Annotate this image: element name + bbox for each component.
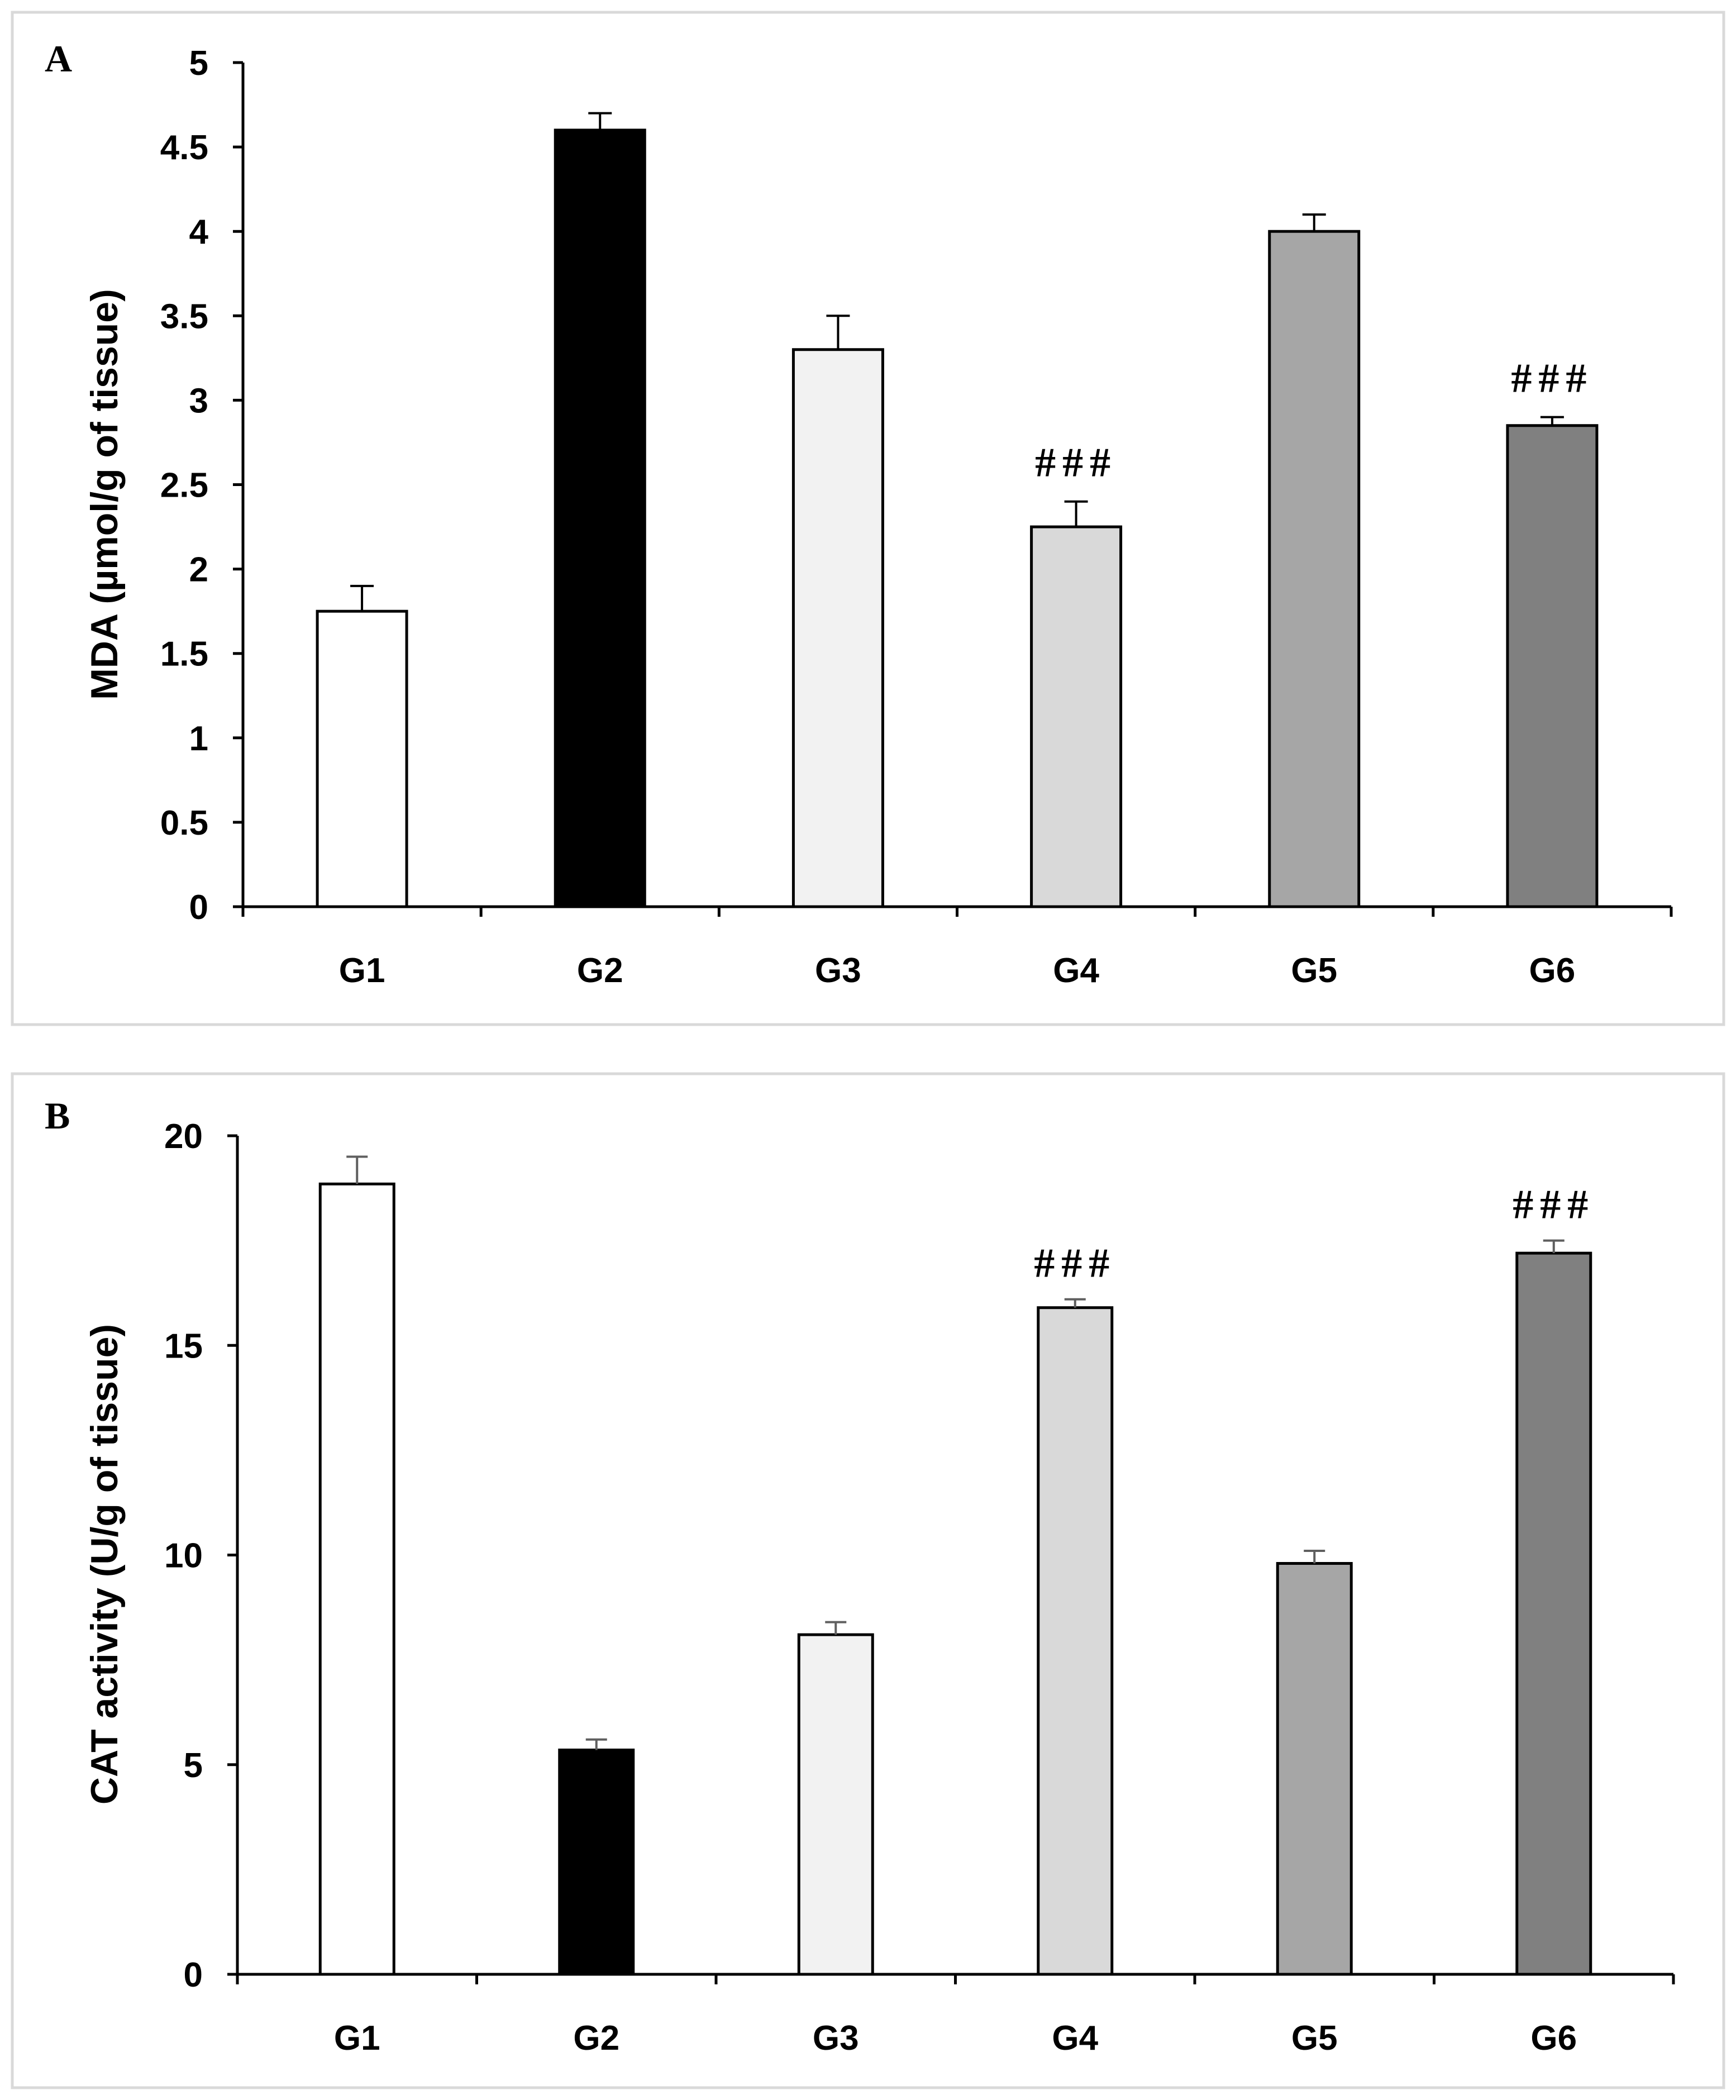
panel-a-error-bar-g1 [350,584,374,612]
panel-a-bar-g6 [1506,424,1599,908]
panel-b-error-bar-g4 [1064,1298,1086,1308]
panel-a-plot: 0 0.5 1 1.5 2 2.5 3 3.5 4 4.5 5 G1 G2 G3 ### G4 G5 ### G6 [160,44,1673,990]
panel-b-error-bar-g3 [825,1621,847,1635]
panel-a-significance-g6: ### [1511,356,1593,402]
panel-a-category-label-g5: G5 [1291,951,1337,990]
panel-a-ytick-label: 4.5 [160,128,208,167]
panel-b-category-label-g4: G4 [1052,2019,1098,2058]
panel-b-bar-g3 [797,1633,874,1976]
panel-a-error-bar-g2 [588,112,612,130]
panel-a: A MDA (µmol/g of tissue) 0 0.5 1 1.5 2 2.5 3 3.… [11,11,1725,1026]
panel-a-category-label-g4: G4 [1053,951,1099,990]
panel-a-error-bar-g3 [826,315,850,350]
panel-b: B CAT activity (U/g of tissue) 0 5 10 15 20 G… [11,1072,1725,2089]
panel-a-ytick-label: 5 [189,44,208,83]
panel-b-letter: B [45,1094,70,1137]
panel-a-bar-g5 [1268,230,1361,908]
panel-b-bar-g4 [1037,1306,1114,1976]
panel-b-error-bar-g2 [585,1738,607,1750]
panel-b-bar-g1 [318,1182,395,1976]
panel-a-bar-g3 [791,348,884,908]
panel-a-ylabel: MDA (µmol/g of tissue) [83,289,126,700]
panel-a-ytick-label: 2 [189,551,208,589]
panel-b-category-label-g5: G5 [1291,2019,1338,2058]
panel-a-ytick-label: 0.5 [160,804,208,842]
panel-a-category-label-g6: G6 [1529,951,1576,990]
panel-a-bar-g4 [1030,525,1123,908]
panel-a-significance-g4: ### [1035,440,1117,486]
panel-b-ytick-label: 0 [184,1956,203,1994]
panel-a-bar-g1 [316,609,408,908]
panel-b-ylabel: CAT activity (U/g of tissue) [83,1324,126,1804]
panel-b-ytick-label: 10 [164,1537,203,1575]
panel-b-significance-g4: ### [1034,1241,1116,1287]
panel-a-category-label-g1: G1 [339,951,385,990]
panel-b-category-label-g6: G6 [1530,2019,1577,2058]
panel-a-letter: A [45,37,72,80]
panel-b-category-label-g3: G3 [813,2019,859,2058]
panel-a-ytick-label: 2.5 [160,466,208,505]
panel-b-error-bar-g1 [346,1155,368,1184]
panel-b-ytick-label: 20 [164,1117,203,1156]
panel-b-bar-g5 [1276,1562,1353,1976]
panel-a-ytick-label: 4 [189,213,209,251]
panel-b-ytick-label: 15 [164,1327,203,1365]
panel-a-ytick-label: 0 [189,888,208,927]
panel-b-ytick-label: 5 [184,1746,203,1785]
panel-a-bar-g2 [554,128,646,908]
panel-b-plot: 0 5 10 15 20 G1 G2 G3 ### G4 G5 ### G6 [164,1117,1675,2058]
panel-a-category-label-g2: G2 [577,951,623,990]
panel-a-category-label-g3: G3 [815,951,861,990]
panel-a-error-bar-g5 [1302,213,1326,232]
panel-b-category-label-g2: G2 [573,2019,619,2058]
panel-a-error-bar-g4 [1064,500,1088,527]
panel-a-ytick-label: 1 [189,720,208,758]
panel-b-significance-g6: ### [1513,1182,1595,1228]
panel-a-ytick-label: 1.5 [160,635,208,674]
panel-b-error-bar-g5 [1304,1550,1325,1564]
panel-a-error-bar-g6 [1540,416,1564,426]
panel-b-error-bar-g6 [1543,1239,1565,1254]
panel-b-category-label-g1: G1 [334,2019,380,2058]
panel-a-ytick-label: 3 [189,382,208,420]
panel-a-ytick-label: 3.5 [160,297,208,336]
panel-b-bar-g6 [1515,1251,1592,1976]
panel-b-bar-g2 [558,1748,635,1976]
